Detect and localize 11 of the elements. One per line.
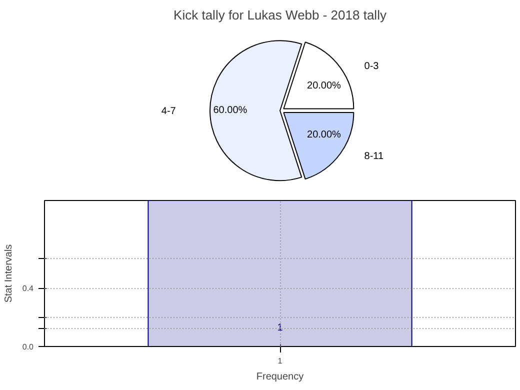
slice-label: 0-3 (364, 61, 380, 72)
y-axis-title: Stat Intervals (3, 244, 14, 303)
slice-label: 8-11 (364, 151, 384, 162)
x-axis-title: Frequency (256, 372, 304, 382)
data-label: 20.00% (307, 130, 342, 141)
y-tick-label: 0.0 (22, 342, 34, 352)
slice-label: 4-7 (161, 106, 176, 118)
data-label: 20.00% (307, 80, 342, 92)
chart-title: Kick tally for Lukas Webb - 2018 tally (174, 8, 387, 22)
y-tick-label: 0.4 (22, 284, 34, 294)
data-label: 60.00% (213, 105, 248, 116)
